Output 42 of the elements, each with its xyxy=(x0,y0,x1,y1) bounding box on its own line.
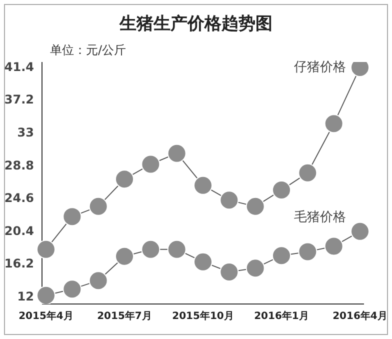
point xyxy=(115,246,134,266)
point xyxy=(246,258,265,278)
point xyxy=(324,236,344,256)
point xyxy=(62,280,82,299)
y-tick-label: 16.2 xyxy=(4,256,34,271)
point xyxy=(141,154,160,174)
x-tick-label: 2015年10月 xyxy=(172,310,234,322)
x-tick-label: 2015年7月 xyxy=(97,310,152,322)
point xyxy=(350,222,370,241)
point xyxy=(62,207,82,226)
point xyxy=(220,190,239,210)
y-tick-label: 33 xyxy=(17,126,34,140)
chart-subtitle: 单位：元/公斤 xyxy=(50,42,126,59)
y-tick-label: 12 xyxy=(17,289,34,304)
series-label: 毛猪价格 xyxy=(294,210,346,225)
point xyxy=(88,271,108,290)
x-tick-label: 2016年4月 xyxy=(332,310,388,322)
y-tick-label: 41.4 xyxy=(4,60,34,74)
point xyxy=(167,240,186,259)
y-tick-label: 37.2 xyxy=(4,92,34,107)
point xyxy=(167,144,186,163)
point xyxy=(115,170,134,189)
point xyxy=(298,163,318,182)
y-tick-label: 28.8 xyxy=(4,158,34,172)
point xyxy=(298,242,318,262)
y-tick-label: 20.4 xyxy=(4,224,34,238)
series-label: 仔猪价格 xyxy=(294,60,346,76)
point xyxy=(272,180,291,200)
point xyxy=(246,196,265,216)
point xyxy=(88,196,108,216)
point xyxy=(220,262,239,282)
point xyxy=(324,114,344,134)
point xyxy=(194,252,212,272)
point xyxy=(141,240,160,259)
x-tick-label: 2015年4月 xyxy=(18,310,74,322)
x-tick-label: 2016年1月 xyxy=(254,310,309,322)
point xyxy=(36,286,56,304)
point xyxy=(194,176,212,195)
chart-title: 生猪生产价格趋势图 xyxy=(118,13,274,35)
point xyxy=(272,246,291,266)
y-tick-label: 24.6 xyxy=(4,191,34,206)
point xyxy=(36,240,56,259)
